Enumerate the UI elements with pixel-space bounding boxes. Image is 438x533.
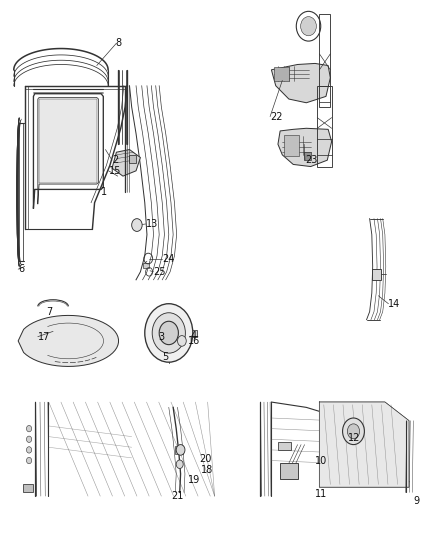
Text: 10: 10 xyxy=(315,456,327,465)
Circle shape xyxy=(26,447,32,453)
Circle shape xyxy=(26,425,32,432)
Text: 5: 5 xyxy=(162,352,169,362)
Text: 2: 2 xyxy=(112,155,118,165)
Polygon shape xyxy=(112,150,141,176)
Polygon shape xyxy=(164,349,173,357)
Circle shape xyxy=(300,17,316,36)
Polygon shape xyxy=(278,128,332,166)
Circle shape xyxy=(132,219,142,231)
Text: 22: 22 xyxy=(270,111,283,122)
Text: 8: 8 xyxy=(115,38,121,48)
Text: 13: 13 xyxy=(146,219,158,229)
Polygon shape xyxy=(18,316,119,367)
Text: 21: 21 xyxy=(171,491,184,501)
Text: 23: 23 xyxy=(305,155,318,165)
Text: 6: 6 xyxy=(18,264,24,274)
Circle shape xyxy=(343,418,364,445)
Text: 19: 19 xyxy=(188,475,201,485)
Text: 24: 24 xyxy=(162,254,175,263)
Polygon shape xyxy=(372,269,381,280)
Circle shape xyxy=(26,457,32,464)
Polygon shape xyxy=(175,446,183,454)
Text: 20: 20 xyxy=(199,454,212,464)
Text: 18: 18 xyxy=(201,465,213,474)
Text: 17: 17 xyxy=(38,332,50,342)
Polygon shape xyxy=(39,99,97,182)
Circle shape xyxy=(152,313,185,353)
Text: 7: 7 xyxy=(46,306,53,317)
Circle shape xyxy=(26,436,32,442)
Circle shape xyxy=(347,424,360,439)
Polygon shape xyxy=(143,263,149,268)
Polygon shape xyxy=(319,402,409,487)
Circle shape xyxy=(177,336,186,346)
Circle shape xyxy=(176,460,183,469)
Polygon shape xyxy=(278,442,291,450)
Polygon shape xyxy=(274,67,289,82)
Circle shape xyxy=(145,304,193,362)
Polygon shape xyxy=(23,484,33,492)
Text: 15: 15 xyxy=(109,166,121,176)
Circle shape xyxy=(159,321,178,345)
Polygon shape xyxy=(130,155,136,163)
Polygon shape xyxy=(272,63,330,103)
Polygon shape xyxy=(280,463,297,479)
Text: 9: 9 xyxy=(413,496,420,506)
Circle shape xyxy=(176,445,185,455)
Text: 14: 14 xyxy=(389,298,401,309)
Polygon shape xyxy=(284,135,299,156)
Text: 25: 25 xyxy=(153,267,166,277)
Text: 4: 4 xyxy=(191,330,197,341)
Text: 11: 11 xyxy=(315,489,327,499)
Text: 16: 16 xyxy=(188,336,201,346)
Polygon shape xyxy=(304,152,311,160)
Text: 12: 12 xyxy=(348,433,360,443)
Polygon shape xyxy=(191,330,197,337)
Text: 1: 1 xyxy=(101,187,107,197)
Text: 3: 3 xyxy=(158,332,164,342)
